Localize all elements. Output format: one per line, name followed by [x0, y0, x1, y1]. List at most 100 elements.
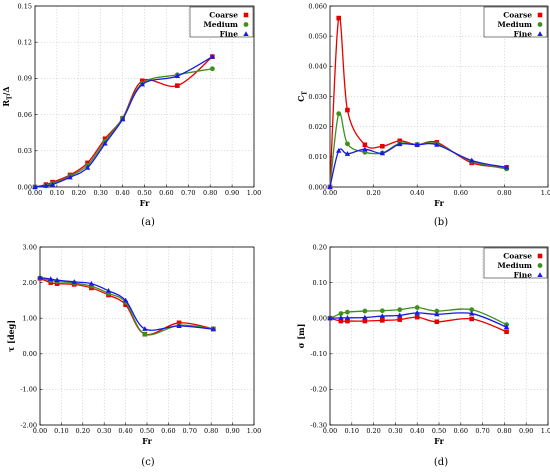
y-tick-label: 0.03	[18, 147, 32, 155]
series-line	[39, 277, 214, 336]
y-tick-label: -2.00	[20, 421, 37, 429]
data-point	[345, 318, 350, 324]
legend-label: Medium	[497, 20, 532, 29]
data-point	[434, 141, 440, 147]
chart-b: 0.00 0.20 0.40 0.60 0.80 1.00 0.000 0.010 0.020 0…	[296, 2, 550, 228]
data-point	[175, 83, 180, 88]
series-fine	[37, 274, 217, 332]
series-line	[39, 277, 214, 336]
legend-marker	[537, 12, 543, 18]
data-point	[397, 138, 403, 144]
x-tick-label: 0.90	[225, 189, 239, 197]
series-medium	[32, 66, 215, 190]
data-point	[380, 143, 385, 149]
y-axis-label: CT	[296, 91, 309, 102]
x-tick-label: 0.20	[72, 189, 86, 197]
x-tick-label: 0.80	[204, 427, 218, 435]
data-point	[327, 184, 333, 189]
series-line	[329, 142, 507, 188]
y-tick-label: 0.06	[18, 111, 32, 119]
y-tick-label: 0.15	[18, 2, 32, 10]
x-tick-label: 0.60	[159, 189, 173, 197]
data-point	[379, 308, 385, 314]
y-tick-label: 0.050	[308, 32, 327, 40]
x-tick-label: 0.60	[454, 427, 468, 435]
data-point	[414, 314, 420, 320]
x-tick-label: 0.50	[140, 427, 154, 435]
y-tick-label: 0.00	[18, 183, 32, 191]
x-tick-label: 0.50	[432, 427, 446, 435]
legend-marker	[243, 31, 249, 36]
data-point	[379, 313, 386, 319]
x-tick-label: 0.10	[50, 189, 64, 197]
chart-d: 0.00 0.10 0.20 0.30 0.40 0.50 0.60 0.70 0.80 0.90…	[296, 243, 550, 468]
legend-box	[189, 6, 254, 38]
data-point	[344, 151, 351, 156]
y-tick-label: 0.10	[313, 279, 327, 287]
data-point	[469, 307, 475, 313]
data-point	[54, 277, 60, 283]
data-point	[209, 66, 215, 72]
data-point	[414, 310, 420, 315]
series-line	[329, 306, 507, 326]
x-tick-label: 0.00	[28, 189, 42, 197]
legend-label: Medium	[497, 261, 532, 270]
data-point	[37, 274, 43, 280]
data-point	[469, 157, 475, 163]
series-coarse	[37, 276, 216, 337]
data-point	[176, 320, 182, 326]
legend-label: Coarse	[209, 11, 238, 20]
data-point	[85, 160, 90, 166]
x-tick-label: 0.50	[137, 189, 151, 197]
y-tick-label: 1.00	[23, 315, 37, 323]
y-tick-label: 0.020	[308, 123, 327, 131]
x-tick-label: 0.70	[181, 189, 195, 197]
series-fine	[327, 141, 510, 189]
data-point	[119, 116, 126, 122]
y-tick-label: 0.00	[23, 350, 37, 358]
series-fine	[32, 53, 216, 189]
legend-marker	[537, 253, 543, 259]
x-tick-label: 0.40	[410, 427, 424, 435]
data-point	[142, 326, 148, 331]
data-point	[344, 315, 351, 320]
data-point	[338, 311, 344, 316]
x-tick-label: 0.70	[183, 427, 197, 435]
data-point	[414, 141, 420, 147]
x-tick-label: 1.00	[247, 427, 261, 435]
data-point	[336, 15, 342, 21]
data-point	[397, 317, 403, 322]
series-line	[329, 312, 507, 328]
data-point	[362, 318, 368, 324]
x-tick-label: 0.00	[323, 427, 337, 435]
data-point	[338, 315, 344, 320]
y-tick-label: 0.040	[308, 63, 327, 71]
y-tick-label: 0.000	[308, 183, 327, 191]
data-point	[380, 318, 385, 323]
x-tick-label: 0.90	[225, 427, 239, 435]
x-tick-label: 0.20	[366, 427, 380, 435]
data-point	[140, 78, 145, 84]
x-tick-label: 0.90	[519, 427, 533, 435]
y-tick-label: -1.00	[20, 386, 37, 394]
plot-frame	[34, 5, 255, 188]
panel-caption: (b)	[434, 217, 448, 228]
data-point	[142, 331, 148, 337]
data-point	[209, 53, 216, 59]
data-point	[345, 309, 350, 315]
series-fine	[327, 310, 510, 330]
x-tick-label: 0.40	[115, 189, 129, 197]
x-tick-label: 0.40	[118, 427, 132, 435]
data-point	[362, 308, 368, 314]
data-point	[176, 323, 182, 329]
plot-frame	[329, 246, 549, 426]
data-point	[469, 310, 475, 316]
x-tick-label: 0.70	[475, 427, 489, 435]
series-line	[329, 112, 507, 188]
y-tick-label: -0.30	[310, 421, 327, 429]
data-point	[49, 181, 56, 187]
x-tick-label: 0.80	[497, 189, 511, 197]
x-axis-label: Fr	[142, 436, 153, 446]
